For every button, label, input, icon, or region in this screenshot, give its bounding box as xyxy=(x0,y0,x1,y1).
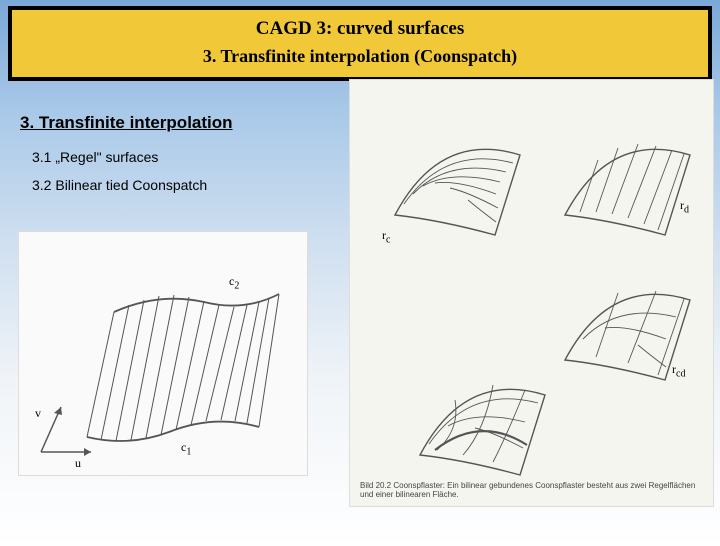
axis-u-label: u xyxy=(75,456,81,471)
label-rc: rc xyxy=(382,228,390,245)
figure-ruled-surface: u v c1 c2 xyxy=(18,231,308,476)
label-rcd: rcd xyxy=(672,362,685,379)
content-area: 3. Transfinite interpolation 3.1 „Regel"… xyxy=(0,81,720,193)
curve-c1-label: c1 xyxy=(181,440,191,457)
title-line-2: 3. Transfinite interpolation (Coonspatch… xyxy=(16,46,704,67)
title-banner: CAGD 3: curved surfaces 3. Transfinite i… xyxy=(8,6,712,81)
figure-caption: Bild 20.2 Coonspflaster: Ein bilinear ge… xyxy=(360,481,703,500)
figure-coons-patches: rc rd rcd Bild 20.2 Coonspflaster: Ein b… xyxy=(349,79,714,507)
coons-patches-svg xyxy=(350,80,715,508)
curve-c2-label: c2 xyxy=(229,274,239,291)
ruled-surface-svg xyxy=(19,232,309,477)
axis-v-label: v xyxy=(35,406,41,421)
title-line-1: CAGD 3: curved surfaces xyxy=(16,18,704,40)
label-rd: rd xyxy=(680,198,689,215)
